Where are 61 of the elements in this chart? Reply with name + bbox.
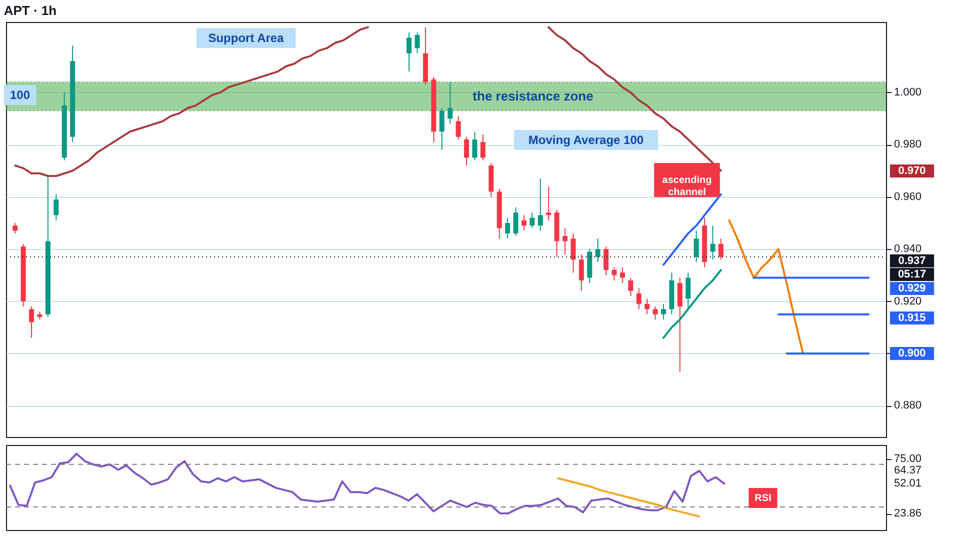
y-tick-label: 0.960 bbox=[894, 190, 922, 203]
candlestick bbox=[604, 246, 609, 276]
text: 0.915 bbox=[898, 312, 926, 324]
candlestick bbox=[652, 306, 658, 320]
candlestick bbox=[538, 178, 543, 232]
y-tick-label: 23.86 bbox=[894, 508, 922, 520]
candlestick bbox=[578, 254, 584, 292]
annotation: RSI bbox=[754, 493, 772, 504]
annotation: 100 bbox=[10, 88, 30, 102]
candlestick bbox=[54, 194, 59, 221]
candlestick bbox=[546, 186, 552, 221]
candlestick bbox=[439, 108, 444, 150]
y-tick-label: 0.880 bbox=[894, 400, 922, 412]
candlestick bbox=[530, 212, 535, 229]
candlestick bbox=[414, 32, 420, 54]
candlestick bbox=[644, 298, 650, 315]
text: 0.929 bbox=[898, 282, 926, 294]
candlestick bbox=[505, 217, 510, 240]
candlestick bbox=[620, 266, 625, 284]
candlestick bbox=[521, 214, 526, 232]
y-tick-label: 1.000 bbox=[894, 86, 922, 98]
y-tick-label: 52.01 bbox=[894, 478, 922, 490]
y-tick-label: 0.940 bbox=[894, 243, 922, 256]
candlestick bbox=[570, 232, 576, 274]
y-tick-label: 0.980 bbox=[894, 138, 922, 151]
candlestick bbox=[636, 288, 642, 310]
candlestick bbox=[612, 266, 617, 281]
annotation: ascending channel bbox=[662, 175, 712, 198]
series-label: Moving Average 100 bbox=[528, 133, 644, 147]
candlestick bbox=[464, 136, 470, 166]
text: 0.900 bbox=[898, 348, 926, 360]
candlestick bbox=[448, 82, 453, 124]
line-series bbox=[9, 452, 726, 514]
candlestick bbox=[661, 303, 666, 320]
candlestick bbox=[595, 238, 600, 263]
candlestick bbox=[710, 225, 716, 260]
candlestick bbox=[677, 277, 682, 372]
y-tick-label: 75.00 bbox=[894, 453, 922, 466]
text: 0.970 bbox=[898, 165, 926, 177]
annotation: Support Area bbox=[208, 31, 284, 45]
candlestick bbox=[12, 222, 18, 234]
y-tick-label: 0.920 bbox=[894, 295, 922, 308]
candlestick bbox=[456, 115, 461, 140]
line-series bbox=[557, 477, 700, 518]
candlestick bbox=[480, 134, 486, 161]
candlestick bbox=[686, 272, 691, 310]
candlestick bbox=[406, 32, 412, 72]
line-series bbox=[662, 268, 722, 339]
y-tick-label: 64.37 bbox=[894, 464, 922, 476]
candlestick bbox=[29, 306, 34, 338]
text: 05:17 bbox=[898, 268, 926, 280]
chart-title: APT · 1h bbox=[4, 3, 57, 18]
candlestick bbox=[513, 206, 518, 237]
candlestick bbox=[472, 131, 478, 161]
band-label: the resistance zone bbox=[472, 88, 594, 104]
candlestick bbox=[628, 277, 634, 297]
ref-line-label: 0.937 bbox=[898, 254, 926, 267]
candlestick bbox=[694, 230, 699, 263]
candlestick bbox=[562, 228, 568, 255]
candlestick bbox=[718, 238, 724, 260]
line-series bbox=[728, 219, 804, 354]
